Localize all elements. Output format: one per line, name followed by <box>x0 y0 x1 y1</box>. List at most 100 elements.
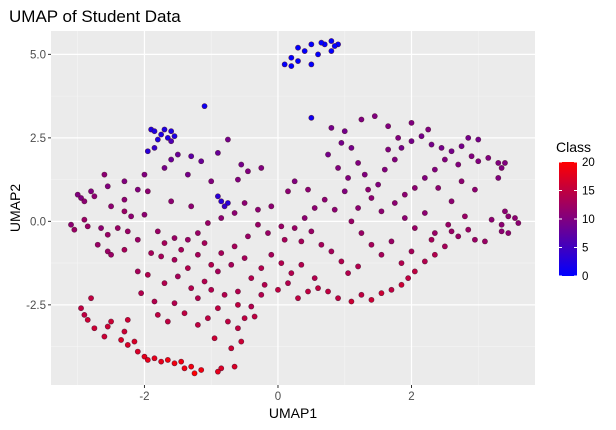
data-point <box>325 151 331 158</box>
data-point <box>201 103 208 110</box>
data-point <box>168 138 175 145</box>
data-point <box>421 210 428 216</box>
data-point <box>88 295 94 302</box>
data-point <box>178 358 185 365</box>
data-point <box>428 236 435 243</box>
y-tick-label: 0.0 <box>30 216 46 228</box>
data-point <box>84 223 91 230</box>
data-point <box>288 270 295 277</box>
data-point <box>375 181 382 188</box>
data-point <box>168 198 175 205</box>
data-point <box>231 210 238 216</box>
data-point <box>161 280 168 287</box>
legend-label: 15 <box>582 186 595 198</box>
y-axis-ticks: -2.5 0.0 2.5 5.0 <box>26 49 51 312</box>
data-point <box>381 166 388 173</box>
data-point <box>431 166 438 173</box>
data-point <box>171 133 178 140</box>
data-point <box>308 114 315 121</box>
data-point <box>114 225 121 231</box>
data-point <box>201 240 208 246</box>
data-point <box>328 248 335 255</box>
x-axis-title: UMAP1 <box>269 405 317 421</box>
data-point <box>261 281 268 288</box>
legend-label: 5 <box>582 243 588 255</box>
data-point <box>315 51 321 58</box>
data-point <box>328 48 335 54</box>
data-point <box>398 281 405 288</box>
x-axis-ticks: -2 0 2 <box>139 385 415 403</box>
legend-label: 20 <box>582 157 595 169</box>
data-point <box>348 218 355 225</box>
data-point <box>291 225 298 231</box>
data-point <box>198 367 205 373</box>
data-point <box>214 149 221 156</box>
data-point <box>421 175 428 181</box>
data-point <box>214 193 221 200</box>
data-point <box>438 144 445 151</box>
data-point <box>171 235 178 241</box>
data-point <box>181 310 188 317</box>
data-point <box>74 191 81 198</box>
data-point <box>235 301 241 308</box>
data-point <box>368 195 375 201</box>
data-point <box>151 128 158 135</box>
data-point <box>191 370 198 377</box>
data-point <box>408 138 415 145</box>
data-point <box>475 136 482 143</box>
data-point <box>328 124 335 131</box>
data-point <box>218 250 225 256</box>
data-point <box>171 256 178 263</box>
data-point <box>341 188 348 195</box>
data-point <box>144 357 151 363</box>
data-point <box>151 144 158 151</box>
data-point <box>441 243 448 250</box>
y-tick-label: 2.5 <box>30 133 46 145</box>
data-point <box>204 315 211 322</box>
data-point <box>121 328 128 335</box>
data-point <box>315 285 321 292</box>
legend-ticks: 0 5 10 15 20 <box>559 157 595 283</box>
data-point <box>124 316 131 323</box>
data-point <box>154 228 161 235</box>
data-point <box>161 126 168 133</box>
data-point <box>204 220 211 226</box>
data-point <box>391 156 398 163</box>
data-point <box>161 240 168 246</box>
data-point <box>445 221 452 228</box>
data-point <box>408 119 415 126</box>
data-point <box>164 357 171 363</box>
data-point <box>104 183 111 190</box>
data-point <box>194 321 201 328</box>
data-point <box>378 251 385 258</box>
data-point <box>465 226 472 233</box>
data-point <box>255 206 261 213</box>
data-point <box>385 123 392 130</box>
data-point <box>311 205 318 211</box>
data-point <box>154 311 161 318</box>
data-point <box>345 175 351 181</box>
data-points <box>68 38 522 377</box>
data-point <box>348 144 355 151</box>
data-point <box>238 338 245 345</box>
data-point <box>308 41 315 48</box>
data-point <box>448 198 455 205</box>
data-point <box>174 151 181 158</box>
data-point <box>241 200 248 206</box>
data-point <box>184 171 191 178</box>
data-point <box>101 171 108 178</box>
data-point <box>455 233 462 240</box>
data-point <box>498 221 505 228</box>
data-point <box>91 193 98 200</box>
chart-title: UMAP of Student Data <box>9 7 181 26</box>
data-point <box>448 148 455 155</box>
x-tick-label: -2 <box>139 391 149 403</box>
data-point <box>355 160 361 166</box>
y-axis-title: UMAP2 <box>7 184 23 232</box>
data-point <box>488 216 495 223</box>
data-point <box>108 203 114 210</box>
data-point <box>91 325 98 332</box>
data-point <box>255 221 261 228</box>
data-point <box>368 241 375 248</box>
